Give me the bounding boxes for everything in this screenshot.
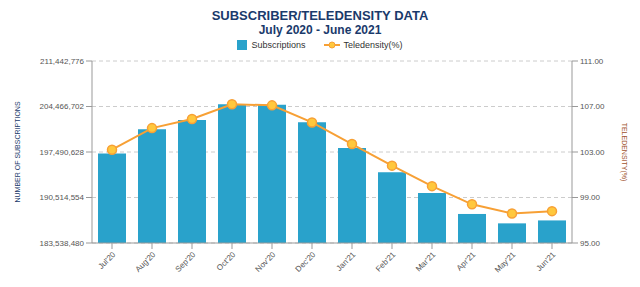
svg-text:May'21: May'21 bbox=[493, 250, 518, 275]
html-text:SUBSCRIBER/TELEDENSITY DATA: SUBSCRIBER/TELEDENSITY DATA bbox=[211, 8, 429, 23]
svg-text:95.00: 95.00 bbox=[580, 239, 601, 248]
svg-text:Aug'20: Aug'20 bbox=[134, 250, 158, 274]
svg-text:111.00: 111.00 bbox=[580, 57, 604, 66]
svg-text:Apr'21: Apr'21 bbox=[455, 250, 478, 273]
svg-text:NUMBER OF SUBSCRIPTIONS: NUMBER OF SUBSCRIPTIONS bbox=[14, 101, 21, 202]
svg-text:Jan'21: Jan'21 bbox=[335, 250, 358, 273]
svg-text:Feb'21: Feb'21 bbox=[374, 250, 398, 274]
svg-text:Jun'21: Jun'21 bbox=[535, 250, 558, 273]
svg-text:190,514,554: 190,514,554 bbox=[40, 193, 85, 202]
svg-text:103.00: 103.00 bbox=[580, 148, 605, 157]
svg-text:TELEDENSITY(%): TELEDENSITY(%) bbox=[620, 123, 628, 182]
svg-text:107.00: 107.00 bbox=[580, 102, 605, 111]
svg-text:Jul'20: Jul'20 bbox=[96, 250, 117, 271]
svg-text:Dec'20: Dec'20 bbox=[294, 250, 318, 274]
svg-text:Mar'21: Mar'21 bbox=[414, 250, 438, 274]
svg-text:Sep'20: Sep'20 bbox=[174, 250, 198, 274]
svg-text:99.00: 99.00 bbox=[580, 193, 601, 202]
html-text:Teledensity(%): Teledensity(%) bbox=[343, 40, 403, 50]
svg-text:Oct'20: Oct'20 bbox=[215, 250, 238, 273]
html-text:Subscriptions: Subscriptions bbox=[251, 40, 306, 50]
svg-text:183,538,480: 183,538,480 bbox=[40, 239, 85, 248]
svg-text:204,466,702: 204,466,702 bbox=[40, 102, 85, 111]
svg-text:211,442,776: 211,442,776 bbox=[40, 57, 84, 66]
svg-text:Nov'20: Nov'20 bbox=[254, 250, 278, 274]
html-text:July 2020 - June 2021: July 2020 - June 2021 bbox=[258, 23, 382, 37]
svg-text:197,490,628: 197,490,628 bbox=[40, 148, 85, 157]
